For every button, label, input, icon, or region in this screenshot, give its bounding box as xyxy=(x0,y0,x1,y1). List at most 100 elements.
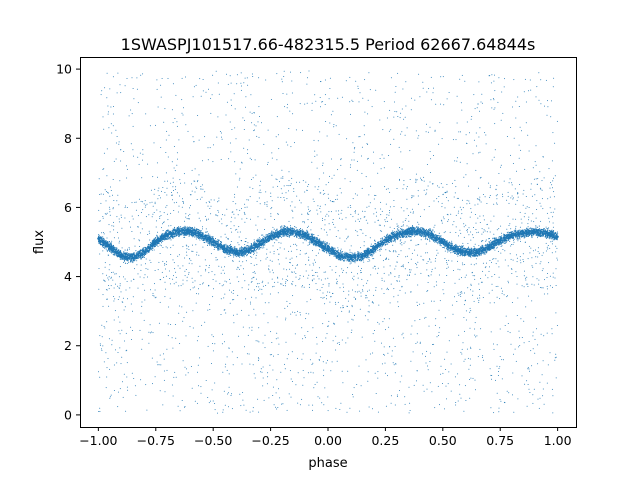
data-point xyxy=(432,229,434,231)
data-point xyxy=(440,236,442,238)
data-point xyxy=(249,246,251,248)
data-point xyxy=(123,260,125,262)
data-point xyxy=(202,233,204,235)
data-point xyxy=(513,231,515,233)
data-points xyxy=(97,70,559,414)
data-point xyxy=(294,226,296,228)
data-point xyxy=(422,235,424,237)
data-point xyxy=(438,232,440,234)
data-point xyxy=(298,229,301,231)
data-point xyxy=(531,237,533,239)
data-point xyxy=(556,231,558,233)
data-point xyxy=(402,236,404,238)
data-point xyxy=(523,237,525,239)
data-point xyxy=(217,249,219,251)
data-point xyxy=(408,232,410,234)
data-point xyxy=(255,248,258,250)
data-point xyxy=(147,243,149,245)
data-point xyxy=(546,228,548,230)
data-point xyxy=(471,254,473,256)
data-point xyxy=(262,234,264,236)
data-point xyxy=(128,253,130,255)
data-point xyxy=(489,243,491,245)
data-point xyxy=(343,260,345,262)
data-point xyxy=(236,248,238,250)
data-point xyxy=(442,246,444,248)
data-point xyxy=(283,224,285,227)
data-point xyxy=(280,227,282,229)
data-point xyxy=(394,231,396,233)
data-point xyxy=(108,241,111,243)
data-point xyxy=(315,245,317,247)
data-point xyxy=(462,247,464,249)
data-point xyxy=(501,235,503,237)
data-point xyxy=(551,229,553,231)
data-point xyxy=(230,243,232,245)
data-point xyxy=(544,229,546,231)
data-point xyxy=(333,255,335,257)
data-point xyxy=(184,225,186,227)
data-point xyxy=(429,227,431,230)
data-point xyxy=(377,249,379,251)
data-point xyxy=(281,225,283,227)
data-point xyxy=(241,247,243,249)
data-point xyxy=(124,249,126,251)
data-point xyxy=(168,235,170,237)
data-point xyxy=(150,241,152,244)
data-point xyxy=(178,226,180,228)
data-point xyxy=(130,258,132,260)
data-point xyxy=(345,257,347,259)
data-point xyxy=(258,239,260,241)
data-point xyxy=(217,248,219,250)
data-point xyxy=(259,248,261,250)
data-point xyxy=(207,242,209,244)
data-point xyxy=(372,253,374,255)
data-point xyxy=(209,234,211,236)
data-point xyxy=(468,255,470,257)
data-point xyxy=(350,262,352,264)
data-point xyxy=(182,234,184,236)
data-point xyxy=(173,227,175,229)
data-point xyxy=(102,236,104,238)
data-point xyxy=(443,247,446,249)
data-point xyxy=(407,235,409,237)
data-point xyxy=(363,257,365,259)
data-point xyxy=(413,234,415,236)
data-point xyxy=(279,229,281,232)
data-point xyxy=(200,230,202,232)
data-point xyxy=(332,246,334,248)
data-point xyxy=(126,252,128,254)
data-point xyxy=(214,246,216,248)
data-point xyxy=(543,229,545,231)
data-point xyxy=(431,236,433,238)
data-point xyxy=(477,247,479,250)
data-point xyxy=(304,231,306,233)
data-point xyxy=(226,253,228,255)
data-point xyxy=(132,262,134,264)
data-point xyxy=(257,248,259,250)
data-point xyxy=(481,252,483,254)
data-point xyxy=(169,237,171,239)
data-point xyxy=(102,246,104,249)
data-point xyxy=(443,245,445,247)
data-point xyxy=(263,235,265,237)
data-point xyxy=(300,237,302,239)
data-point xyxy=(341,258,344,260)
data-point xyxy=(158,242,160,244)
data-point xyxy=(406,236,408,239)
data-point xyxy=(456,244,458,247)
data-point xyxy=(351,252,353,254)
data-point xyxy=(426,230,428,232)
data-point xyxy=(359,258,361,260)
data-point xyxy=(245,245,248,247)
data-point xyxy=(102,246,104,248)
data-point xyxy=(258,237,260,239)
data-point xyxy=(517,238,519,240)
data-point xyxy=(232,247,234,249)
data-point xyxy=(473,245,475,248)
data-point xyxy=(496,237,498,239)
data-point xyxy=(98,242,100,245)
data-point xyxy=(208,242,210,244)
data-point xyxy=(168,229,170,231)
